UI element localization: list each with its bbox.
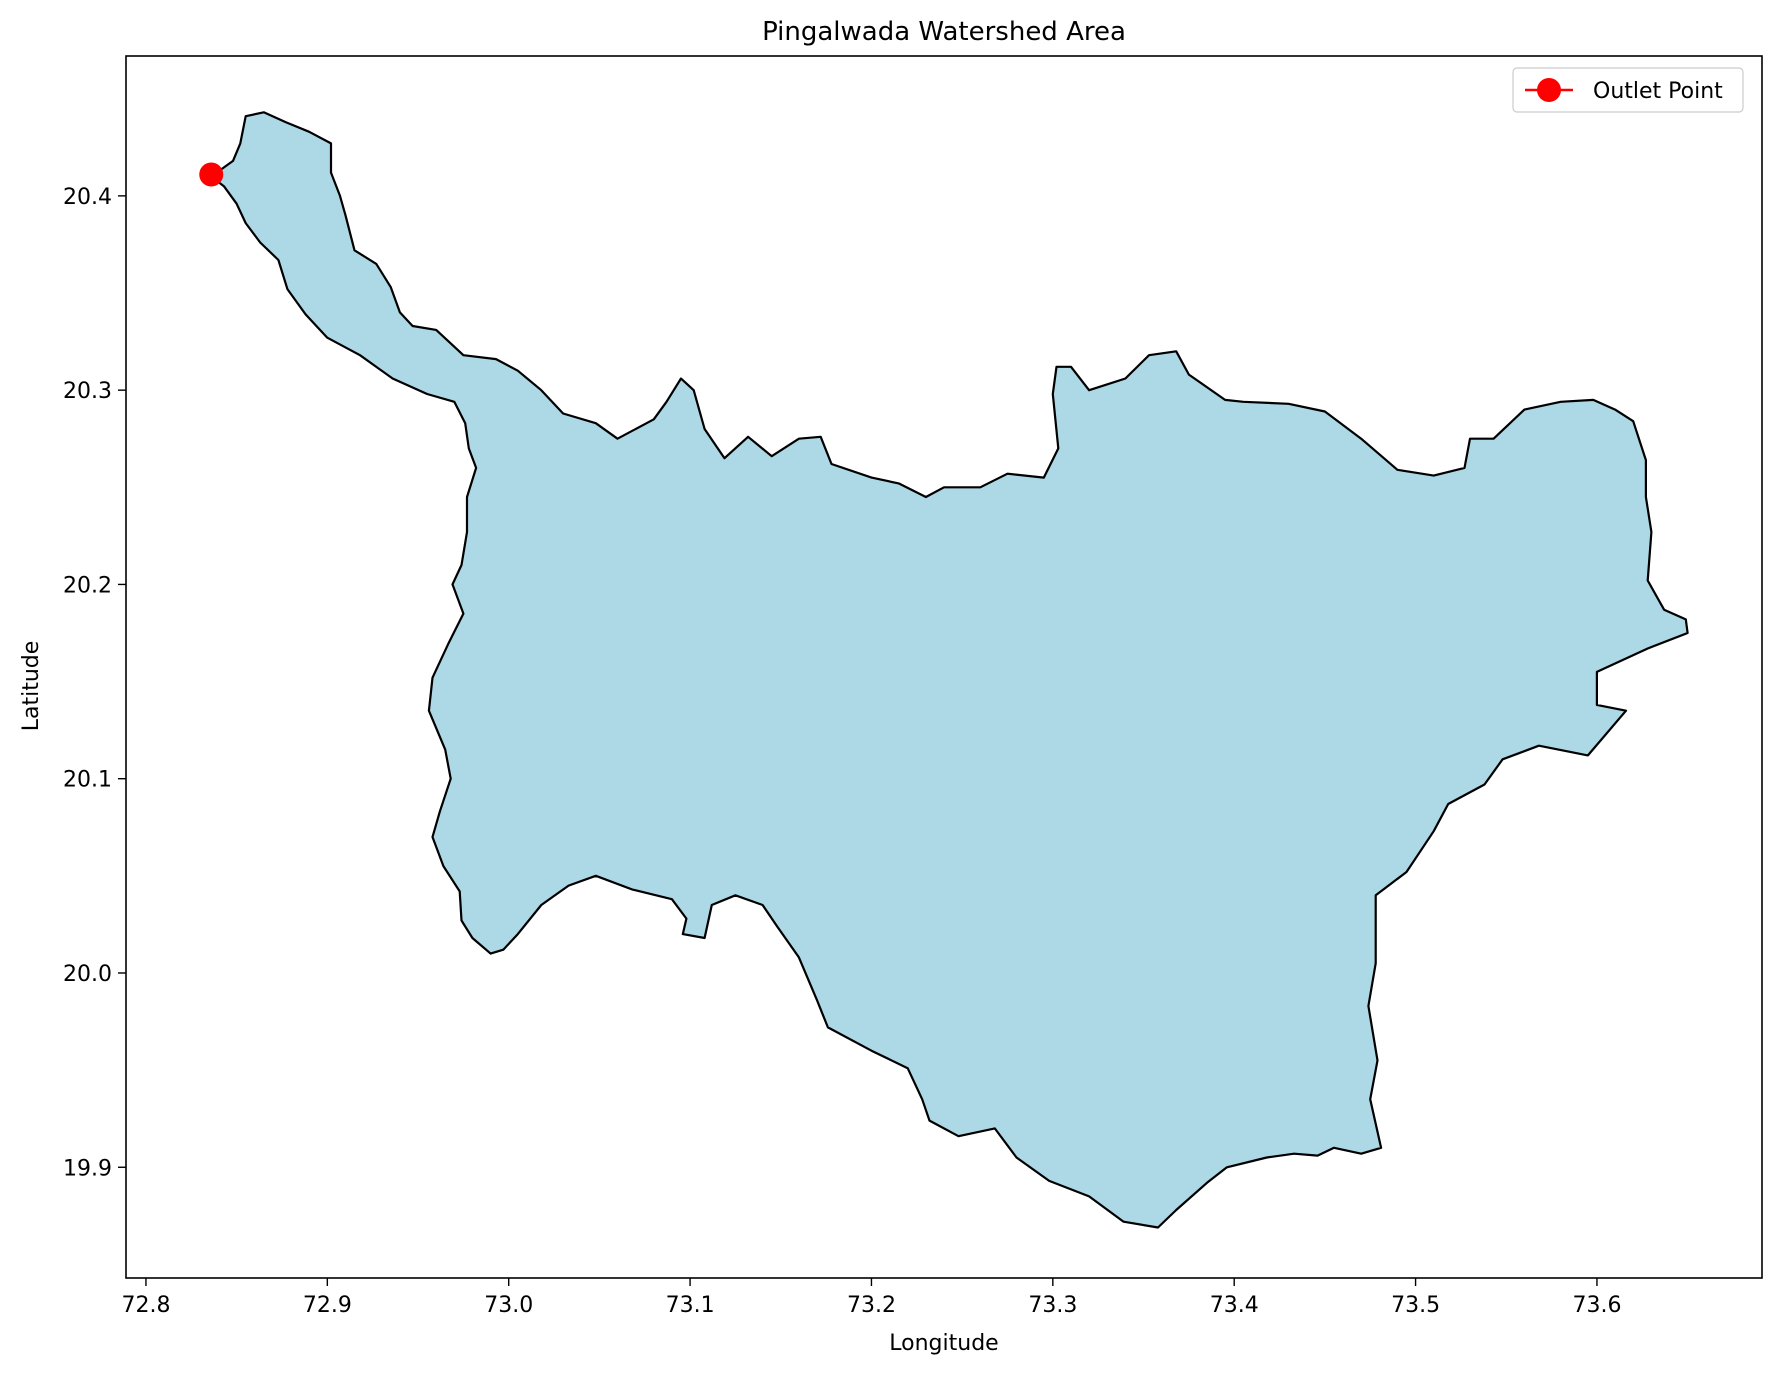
axes-frame: [125, 55, 1763, 1279]
y-tick-label: 20.1: [63, 768, 112, 793]
y-tick-label: 20.4: [63, 185, 112, 210]
y-tick-label: 20.0: [63, 962, 112, 987]
x-tick-label: 73.0: [484, 1293, 533, 1318]
outlet-point-marker: [199, 162, 224, 187]
y-tick-label: 19.9: [63, 1156, 112, 1181]
axes: 72.8 72.9 73.0 73.1 73.2 73.3 73.4 73.5 73.6 19.9…: [63, 55, 1763, 1318]
chart-title: Pingalwada Watershed Area: [762, 17, 1126, 47]
x-tick-label: 72.9: [303, 1293, 352, 1318]
x-tick-label: 73.6: [1572, 1293, 1621, 1318]
x-tick-label: 73.1: [666, 1293, 715, 1318]
watershed-polygon: [210, 111, 1689, 1229]
legend-outlet-marker: [1537, 78, 1561, 102]
x-tick-label: 73.4: [1210, 1293, 1259, 1318]
x-tick-label: 72.8: [121, 1293, 170, 1318]
x-tick-label: 73.3: [1028, 1293, 1077, 1318]
x-tick-label: 73.5: [1391, 1293, 1440, 1318]
y-axis-label: Latitude: [19, 641, 44, 732]
legend: Outlet Point: [1512, 67, 1744, 113]
legend-outlet-label: Outlet Point: [1593, 79, 1723, 104]
legend-box: [1512, 67, 1744, 113]
y-tick-label: 20.3: [63, 379, 112, 404]
x-axis-label: Longitude: [889, 1331, 998, 1356]
y-tick-label: 20.2: [63, 573, 112, 598]
plot-area: [199, 111, 1689, 1229]
x-tick-label: 73.2: [847, 1293, 896, 1318]
